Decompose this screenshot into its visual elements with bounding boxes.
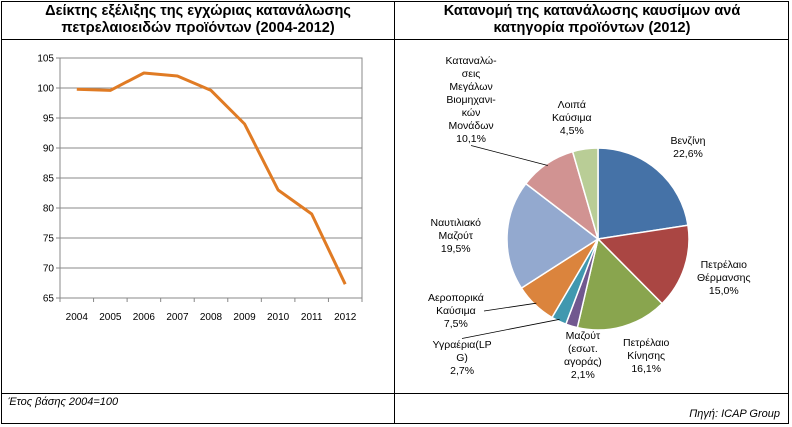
x-tick-label: 2012 xyxy=(334,312,357,323)
y-tick-label: 65 xyxy=(43,294,55,305)
pie-chart-title-line2: κατηγορία προϊόντων (2012) xyxy=(493,20,691,36)
pie-slice xyxy=(576,237,664,331)
title-divider xyxy=(1,39,789,40)
pie-slice-label: Πετρέλαιο Κίνησης 16,1% xyxy=(623,336,670,375)
line-chart-title-line1: Δείκτης εξέλιξης της εγχώριας κατανάλωση… xyxy=(45,3,351,19)
panel-divider-vertical xyxy=(394,1,395,424)
x-tick-label: 2006 xyxy=(133,312,156,323)
x-tick-label: 2008 xyxy=(200,312,223,323)
x-tick-label: 2011 xyxy=(301,312,323,323)
y-tick-label: 95 xyxy=(43,114,55,125)
base-year-footnote: Έτος βάσης 2004=100 xyxy=(8,396,119,408)
pie-slice xyxy=(571,147,599,240)
pie-chart xyxy=(461,145,690,339)
y-tick-label: 90 xyxy=(43,144,55,155)
pie-chart-title: Κατανομή της κατανάλωσης καυσίμων ανά κα… xyxy=(396,3,788,37)
x-tick-label: 2005 xyxy=(99,312,122,323)
pie-slice-label: Πετρέλαιο Θέρμανσης 15,0% xyxy=(697,258,751,297)
pie-slice-label: Αεροπορικά Καύσιμα 7,5% xyxy=(428,291,484,330)
y-tick-label: 70 xyxy=(43,264,55,275)
x-tick-label: 2004 xyxy=(66,312,89,323)
pie-labels: Βενζίνη 22,6% Πετρέλαιο Θέρμανσης 15,0% Πετρέ… xyxy=(396,40,788,392)
x-tick-label: 2007 xyxy=(166,312,189,323)
y-tick-label: 105 xyxy=(37,54,54,65)
pie-leader-line xyxy=(470,145,548,166)
y-tick-label: 80 xyxy=(43,204,55,215)
pie-slice-label: Καταναλώ-σεις Μεγάλων Βιομηχανι-κών Μονάδων… xyxy=(445,54,497,145)
y-tick-label: 85 xyxy=(43,174,55,185)
x-tick-label: 2009 xyxy=(233,312,256,323)
source-note: Πηγή: ICAP Group xyxy=(689,408,780,420)
pie-slice-label: Μαζούτ (εσωτ. αγοράς) 2,1% xyxy=(564,330,602,381)
pie-slice xyxy=(506,182,600,290)
pie-slice-label: Λοιπά Καύσιμα 4,5% xyxy=(552,98,592,137)
pie-slice xyxy=(597,147,689,240)
series-line xyxy=(76,71,347,285)
line-chart: 65 70 75 80 85 90 95 100 105 2004 2005 2006 2007 2008… xyxy=(37,54,363,323)
y-tick-label: 75 xyxy=(43,234,55,245)
pie-slice-label: Υγραέρια(LP G) 2,7% xyxy=(432,338,492,377)
pie-slice-label: Βενζίνη 22,6% xyxy=(670,135,706,160)
pie-slice xyxy=(596,224,690,305)
line-chart-title: Δείκτης εξέλιξης της εγχώριας κατανάλωση… xyxy=(2,3,394,37)
footer-divider xyxy=(1,393,789,394)
pie-slice-label: Ναυτιλιακό Μαζούτ 19,5% xyxy=(430,216,482,255)
y-tick-label: 100 xyxy=(37,84,54,95)
pie-leader-line xyxy=(483,302,537,312)
pie-chart-title-line1: Κατανομή της κατανάλωσης καυσίμων ανά xyxy=(443,3,741,19)
line-chart-title-line2: πετρελαιοειδών προϊόντων (2004-2012) xyxy=(61,20,335,36)
x-tick-label: 2010 xyxy=(267,312,290,323)
pie-leader-line xyxy=(461,318,560,339)
